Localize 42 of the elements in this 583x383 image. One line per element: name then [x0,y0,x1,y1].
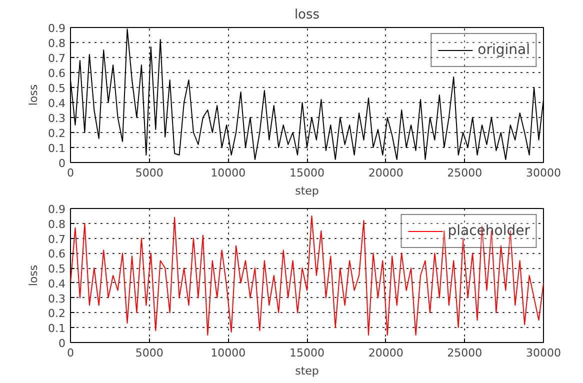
y-axis-title: loss [27,84,40,106]
y-tick-label: 0.7 [48,52,66,65]
x-tick-label: 20000 [368,166,404,180]
line-series [70,28,544,160]
y-tick-label: 0.3 [48,292,66,306]
y-tick-label: 0.1 [48,322,66,336]
x-tick-label: 30000 [526,346,562,360]
x-tick-label: 15000 [290,346,325,360]
x-tick-label: 5000 [135,346,164,360]
x-tick-label: 25000 [447,346,482,360]
y-tick-label: 0.9 [48,203,66,216]
y-tick-label: 0.6 [48,248,66,261]
y-tick-label: 0 [58,337,66,350]
y-tick-label: 0.2 [48,307,66,320]
y-tick-label: 0.9 [48,22,66,35]
y-tick-label: 0.5 [48,82,66,95]
x-tick-label: 0 [67,346,74,360]
legend-label: original [478,42,530,58]
x-tick-label: 10000 [210,346,246,360]
y-tick-label: 0.3 [48,112,66,125]
chart-title: loss [294,8,320,22]
line-series [70,215,544,336]
y-tick-label: 0.2 [48,127,66,140]
y-tick-label: 0.4 [48,97,66,110]
x-tick-label: 30000 [526,166,562,180]
x-tick-label: 20000 [368,346,404,360]
x-axis-title: step [295,184,319,198]
x-tick-label: 15000 [290,166,325,180]
x-axis-title: step [295,364,319,378]
x-tick-label: 25000 [447,166,482,180]
y-tick-label: 0.7 [48,232,66,246]
y-tick-label: 0.4 [48,277,66,290]
x-tick-label: 5000 [135,166,164,180]
y-tick-label: 0 [58,157,66,170]
y-tick-label: 0.6 [48,67,66,80]
y-tick-label: 0.8 [48,218,66,231]
y-tick-label: 0.8 [48,37,66,50]
x-tick-label: 0 [67,166,74,180]
y-tick-label: 0.5 [48,262,66,276]
y-tick-label: 0.1 [48,142,66,155]
y-axis-title: loss [27,264,40,286]
x-tick-label: 10000 [210,166,246,180]
